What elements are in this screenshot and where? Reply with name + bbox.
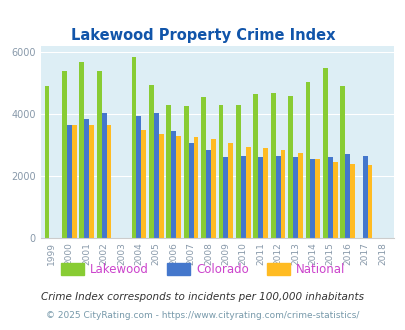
Bar: [223, 157, 228, 238]
Bar: [136, 115, 141, 238]
Bar: [153, 113, 158, 238]
Text: Lakewood Property Crime Index: Lakewood Property Crime Index: [70, 28, 335, 43]
Bar: [67, 125, 72, 238]
Bar: [288, 96, 292, 238]
Bar: [176, 136, 181, 238]
Bar: [149, 85, 153, 238]
Bar: [332, 162, 337, 238]
Bar: [297, 153, 302, 238]
Bar: [275, 156, 280, 238]
Bar: [253, 94, 258, 238]
Bar: [240, 156, 245, 238]
Text: © 2025 CityRating.com - https://www.cityrating.com/crime-statistics/: © 2025 CityRating.com - https://www.city…: [46, 311, 359, 320]
Bar: [339, 86, 344, 238]
Bar: [72, 125, 77, 238]
Bar: [315, 159, 320, 238]
Bar: [101, 113, 106, 238]
Bar: [84, 119, 89, 238]
Bar: [262, 148, 267, 238]
Bar: [292, 157, 297, 238]
Bar: [228, 144, 232, 238]
Bar: [280, 149, 285, 238]
Bar: [258, 157, 262, 238]
Bar: [322, 68, 327, 238]
Bar: [158, 134, 163, 238]
Bar: [327, 157, 332, 238]
Bar: [166, 105, 171, 238]
Bar: [183, 106, 188, 238]
Bar: [79, 62, 84, 238]
Legend: Lakewood, Colorado, National: Lakewood, Colorado, National: [55, 258, 350, 281]
Bar: [310, 159, 315, 238]
Bar: [206, 149, 211, 238]
Bar: [349, 163, 354, 238]
Bar: [188, 144, 193, 238]
Bar: [211, 139, 215, 238]
Bar: [362, 156, 367, 238]
Bar: [171, 131, 176, 238]
Bar: [131, 57, 136, 238]
Bar: [96, 71, 101, 238]
Bar: [106, 125, 111, 238]
Bar: [344, 154, 349, 238]
Bar: [89, 125, 94, 238]
Bar: [193, 137, 198, 238]
Bar: [218, 105, 223, 238]
Bar: [235, 105, 240, 238]
Text: Crime Index corresponds to incidents per 100,000 inhabitants: Crime Index corresponds to incidents per…: [41, 292, 364, 302]
Bar: [62, 71, 67, 238]
Bar: [45, 86, 49, 238]
Bar: [201, 97, 206, 238]
Bar: [270, 92, 275, 238]
Bar: [367, 165, 371, 238]
Bar: [245, 147, 250, 238]
Bar: [305, 82, 310, 238]
Bar: [141, 130, 146, 238]
